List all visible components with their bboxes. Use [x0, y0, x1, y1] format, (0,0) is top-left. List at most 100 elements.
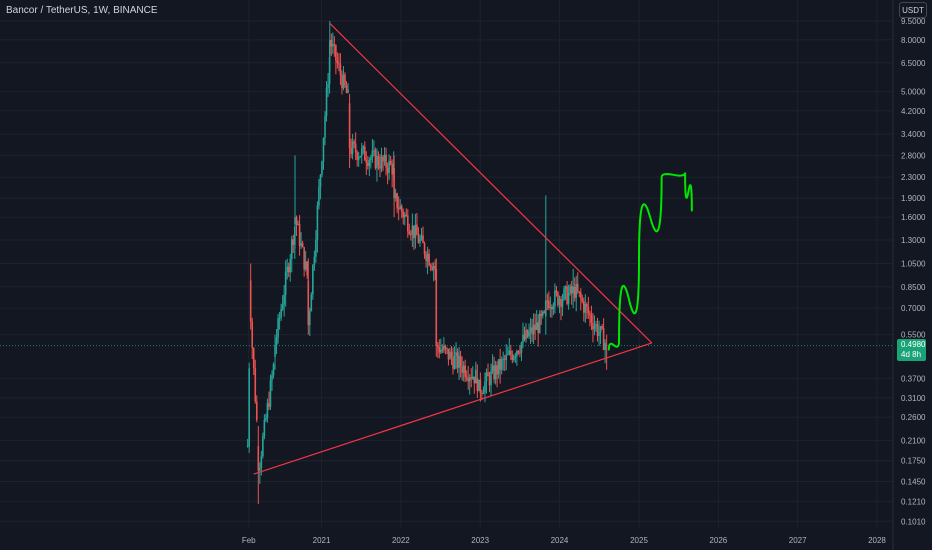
candle-body — [362, 146, 365, 149]
candle-body — [275, 337, 278, 346]
candle-body — [351, 141, 354, 155]
time-tick-label: 2023 — [471, 536, 489, 545]
candle-body — [298, 224, 301, 246]
candle-body — [604, 343, 606, 350]
candle-body — [290, 239, 293, 259]
candle-body — [584, 303, 587, 313]
triangle-trendline — [253, 342, 653, 475]
candle-body — [471, 376, 474, 379]
candle-body — [411, 225, 414, 235]
candle-body — [602, 328, 605, 350]
candle-body — [330, 39, 333, 47]
candle-body — [382, 156, 384, 162]
candle-body — [566, 286, 568, 304]
candle-body — [321, 161, 323, 175]
candle-body — [432, 266, 435, 270]
candle-body — [428, 253, 430, 266]
candle-body — [490, 370, 492, 386]
candle-body — [386, 167, 389, 173]
price-tick-label: 8.0000 — [901, 36, 926, 45]
candle-body — [400, 206, 403, 212]
candle-body — [308, 311, 311, 326]
candle-body — [511, 355, 514, 360]
last-price-badge: 0.4980 4d 8h — [897, 339, 926, 361]
candle-body — [467, 378, 470, 382]
candle-body — [520, 342, 523, 353]
candle-body — [423, 243, 426, 255]
candle-body — [531, 327, 533, 335]
candle-body — [408, 231, 411, 234]
candle-body — [459, 355, 462, 367]
candle-body — [289, 258, 292, 273]
candle-body — [540, 313, 543, 316]
projection-arrow-path — [607, 172, 693, 351]
candle-body — [438, 347, 441, 353]
candle-body — [508, 350, 511, 355]
candle-body — [304, 261, 307, 270]
candle-body — [592, 322, 594, 330]
candle-body — [491, 365, 494, 371]
candle-body — [301, 243, 304, 248]
candle-body — [554, 290, 556, 307]
candle-body — [443, 345, 445, 351]
price-tick-label: 1.3000 — [901, 236, 926, 245]
currency-button[interactable]: USDT — [899, 2, 927, 18]
candle-body — [436, 345, 439, 348]
symbol-title[interactable]: Bancor / TetherUS, 1W, BINANCE — [6, 5, 158, 16]
candle-body — [327, 84, 329, 88]
candle-body — [468, 377, 471, 382]
candle-body — [462, 365, 465, 373]
candle-body — [328, 39, 331, 55]
price-tick-label: 2.3000 — [901, 173, 926, 182]
candle-body — [284, 271, 287, 295]
candle-body — [465, 376, 468, 379]
candle-body — [488, 376, 491, 386]
price-tick-label: 3.4000 — [901, 130, 926, 139]
time-axis[interactable]: Feb 2021 2022 2023 2024 2025 2026 2027 2028 — [242, 536, 887, 545]
candle-body — [496, 365, 498, 375]
candle-body — [579, 292, 582, 299]
candle-body — [544, 300, 547, 317]
candle-body — [262, 436, 264, 457]
last-price-value: 0.4980 — [901, 340, 926, 349]
candle-body — [441, 349, 444, 351]
candle-body — [345, 85, 348, 93]
candle-body — [336, 60, 339, 64]
candle-body — [354, 143, 357, 153]
candle-body — [485, 372, 488, 382]
candle-body — [379, 165, 381, 169]
candle-body — [292, 239, 295, 245]
candle-body — [318, 187, 320, 206]
candle-body — [473, 376, 476, 384]
candle-body — [380, 156, 383, 169]
candle-body — [383, 154, 386, 162]
candle-body — [249, 280, 252, 322]
time-tick-label: 2024 — [551, 536, 569, 545]
candle-body — [461, 366, 463, 373]
candle-body — [269, 380, 272, 407]
candle-body — [393, 167, 395, 199]
candle-body — [368, 159, 371, 166]
candle-body — [356, 152, 358, 160]
candle-body — [514, 356, 517, 358]
candle-body — [251, 321, 254, 349]
candle-body — [370, 157, 372, 160]
candle-body — [475, 370, 477, 384]
price-tick-label: 0.1750 — [901, 457, 926, 466]
candle-body — [307, 280, 310, 326]
candle-body — [274, 345, 276, 357]
candle-body — [513, 356, 515, 360]
price-axis[interactable]: 9.5000 8.0000 6.5000 5.0000 4.2000 3.4000 2.80… — [901, 17, 926, 526]
price-tick-label: 4.2000 — [901, 107, 926, 116]
candle-body — [444, 345, 447, 349]
candle-body — [534, 324, 536, 330]
candle-body — [422, 235, 424, 244]
candle-body — [481, 393, 483, 395]
candle-body — [420, 235, 423, 239]
candle-body — [312, 265, 314, 295]
candle-body — [519, 352, 521, 354]
candle-body — [576, 283, 579, 292]
candle-body — [260, 456, 263, 469]
price-tick-label: 1.6000 — [901, 213, 926, 222]
